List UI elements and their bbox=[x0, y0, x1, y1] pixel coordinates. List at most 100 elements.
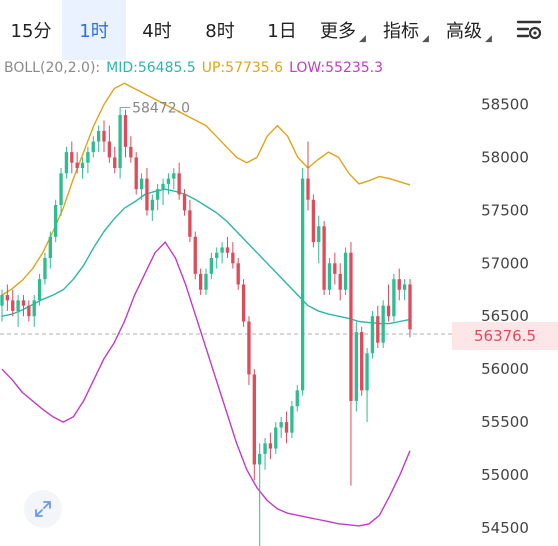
candle-body bbox=[252, 374, 256, 465]
candle bbox=[96, 125, 101, 153]
candle bbox=[322, 220, 326, 296]
tab-label: 8时 bbox=[205, 21, 235, 42]
candle bbox=[376, 305, 380, 348]
candle bbox=[204, 268, 208, 296]
candle-body bbox=[209, 258, 214, 274]
candle bbox=[177, 162, 181, 200]
candle bbox=[139, 173, 144, 200]
candle bbox=[274, 422, 278, 454]
candle bbox=[220, 242, 224, 264]
tab-label: 高级 bbox=[446, 21, 483, 42]
candle bbox=[80, 157, 85, 179]
y-tick-label: 55000 bbox=[481, 466, 529, 484]
candle bbox=[182, 189, 187, 216]
tab-4h[interactable]: 4时 bbox=[126, 0, 188, 60]
candle bbox=[70, 141, 74, 174]
candle-body bbox=[107, 141, 112, 158]
mid-band-line bbox=[1, 188, 411, 325]
candle bbox=[134, 152, 138, 195]
candle bbox=[215, 247, 219, 269]
candle-body bbox=[118, 115, 122, 168]
candle-body bbox=[402, 284, 407, 290]
candle bbox=[241, 279, 246, 327]
candle-body bbox=[43, 258, 47, 280]
candle-body bbox=[80, 162, 85, 168]
candle bbox=[48, 231, 52, 269]
candle bbox=[386, 284, 391, 322]
candle-body bbox=[397, 279, 401, 290]
candle bbox=[102, 120, 106, 153]
tab-15m[interactable]: 15分 bbox=[0, 0, 62, 60]
candle-body bbox=[113, 157, 117, 168]
candle-body bbox=[129, 146, 133, 158]
candle-body bbox=[123, 115, 128, 147]
boll-legend: BOLL(20,2.0): MID:56485.5 UP:57735.6 LOW… bbox=[4, 60, 383, 80]
candle-body bbox=[295, 390, 299, 407]
candle-body bbox=[27, 305, 31, 317]
candle-body bbox=[188, 210, 192, 237]
candle bbox=[145, 168, 149, 216]
candle bbox=[64, 146, 69, 179]
candle bbox=[290, 400, 294, 438]
tab-more[interactable]: 更多 ◢ bbox=[312, 0, 374, 60]
candle bbox=[268, 432, 273, 460]
candle-body bbox=[386, 305, 391, 317]
dropdown-triangle-icon: ◢ bbox=[422, 34, 429, 44]
tab-advanced[interactable]: 高级 ◢ bbox=[438, 0, 500, 60]
candle bbox=[295, 385, 299, 412]
candle-body bbox=[236, 263, 240, 285]
candle-body bbox=[182, 194, 187, 211]
boll-low-value: LOW:55235.3 bbox=[289, 60, 384, 76]
upper-band-line bbox=[1, 82, 411, 296]
candle-body bbox=[376, 316, 380, 343]
candle-body bbox=[215, 252, 219, 258]
candle-body bbox=[166, 178, 171, 184]
candle bbox=[198, 268, 203, 296]
tab-indicators[interactable]: 指标 ◢ bbox=[374, 0, 438, 60]
y-tick-label: 55500 bbox=[481, 413, 529, 431]
candle-body bbox=[37, 279, 42, 301]
candle bbox=[150, 194, 154, 221]
candle-body bbox=[284, 422, 289, 433]
extreme-price-labels: 58472.054243.1 bbox=[120, 100, 190, 116]
candle-body bbox=[392, 279, 396, 317]
candle-body bbox=[16, 300, 20, 311]
candle bbox=[354, 321, 358, 412]
candle-body bbox=[408, 284, 412, 330]
candle-body bbox=[263, 443, 267, 454]
candle-body bbox=[139, 178, 144, 190]
candle-body bbox=[317, 226, 321, 243]
candle bbox=[43, 252, 47, 285]
candle-body bbox=[338, 273, 342, 290]
candle-body bbox=[91, 141, 95, 153]
candle-body bbox=[241, 284, 246, 322]
candle bbox=[32, 295, 36, 327]
tab-8h[interactable]: 8时 bbox=[188, 0, 252, 60]
candle-body bbox=[59, 173, 63, 206]
expand-icon bbox=[35, 501, 51, 517]
candle-body bbox=[381, 305, 385, 343]
candle bbox=[300, 168, 305, 396]
tab-1h[interactable]: 1时 bbox=[62, 0, 126, 60]
boll-up-value: UP:57735.6 bbox=[201, 60, 284, 76]
expand-button[interactable] bbox=[24, 490, 62, 528]
candle bbox=[343, 247, 348, 296]
candle-body bbox=[365, 353, 369, 391]
candle bbox=[75, 152, 79, 174]
candle-body bbox=[32, 300, 36, 317]
dropdown-triangle-icon: ◢ bbox=[485, 34, 492, 44]
candle bbox=[392, 273, 396, 322]
candle bbox=[123, 109, 128, 158]
chart-settings-icon[interactable] bbox=[516, 16, 544, 44]
candle-body bbox=[258, 453, 262, 465]
candle-body bbox=[172, 173, 176, 179]
tab-1d[interactable]: 1日 bbox=[252, 0, 312, 60]
candle-body bbox=[225, 247, 230, 253]
candle-body bbox=[70, 152, 74, 163]
candle bbox=[370, 310, 375, 359]
candles bbox=[0, 107, 412, 546]
tab-label: 15分 bbox=[10, 21, 52, 42]
candle-body bbox=[220, 247, 224, 253]
candle-body bbox=[354, 332, 358, 401]
